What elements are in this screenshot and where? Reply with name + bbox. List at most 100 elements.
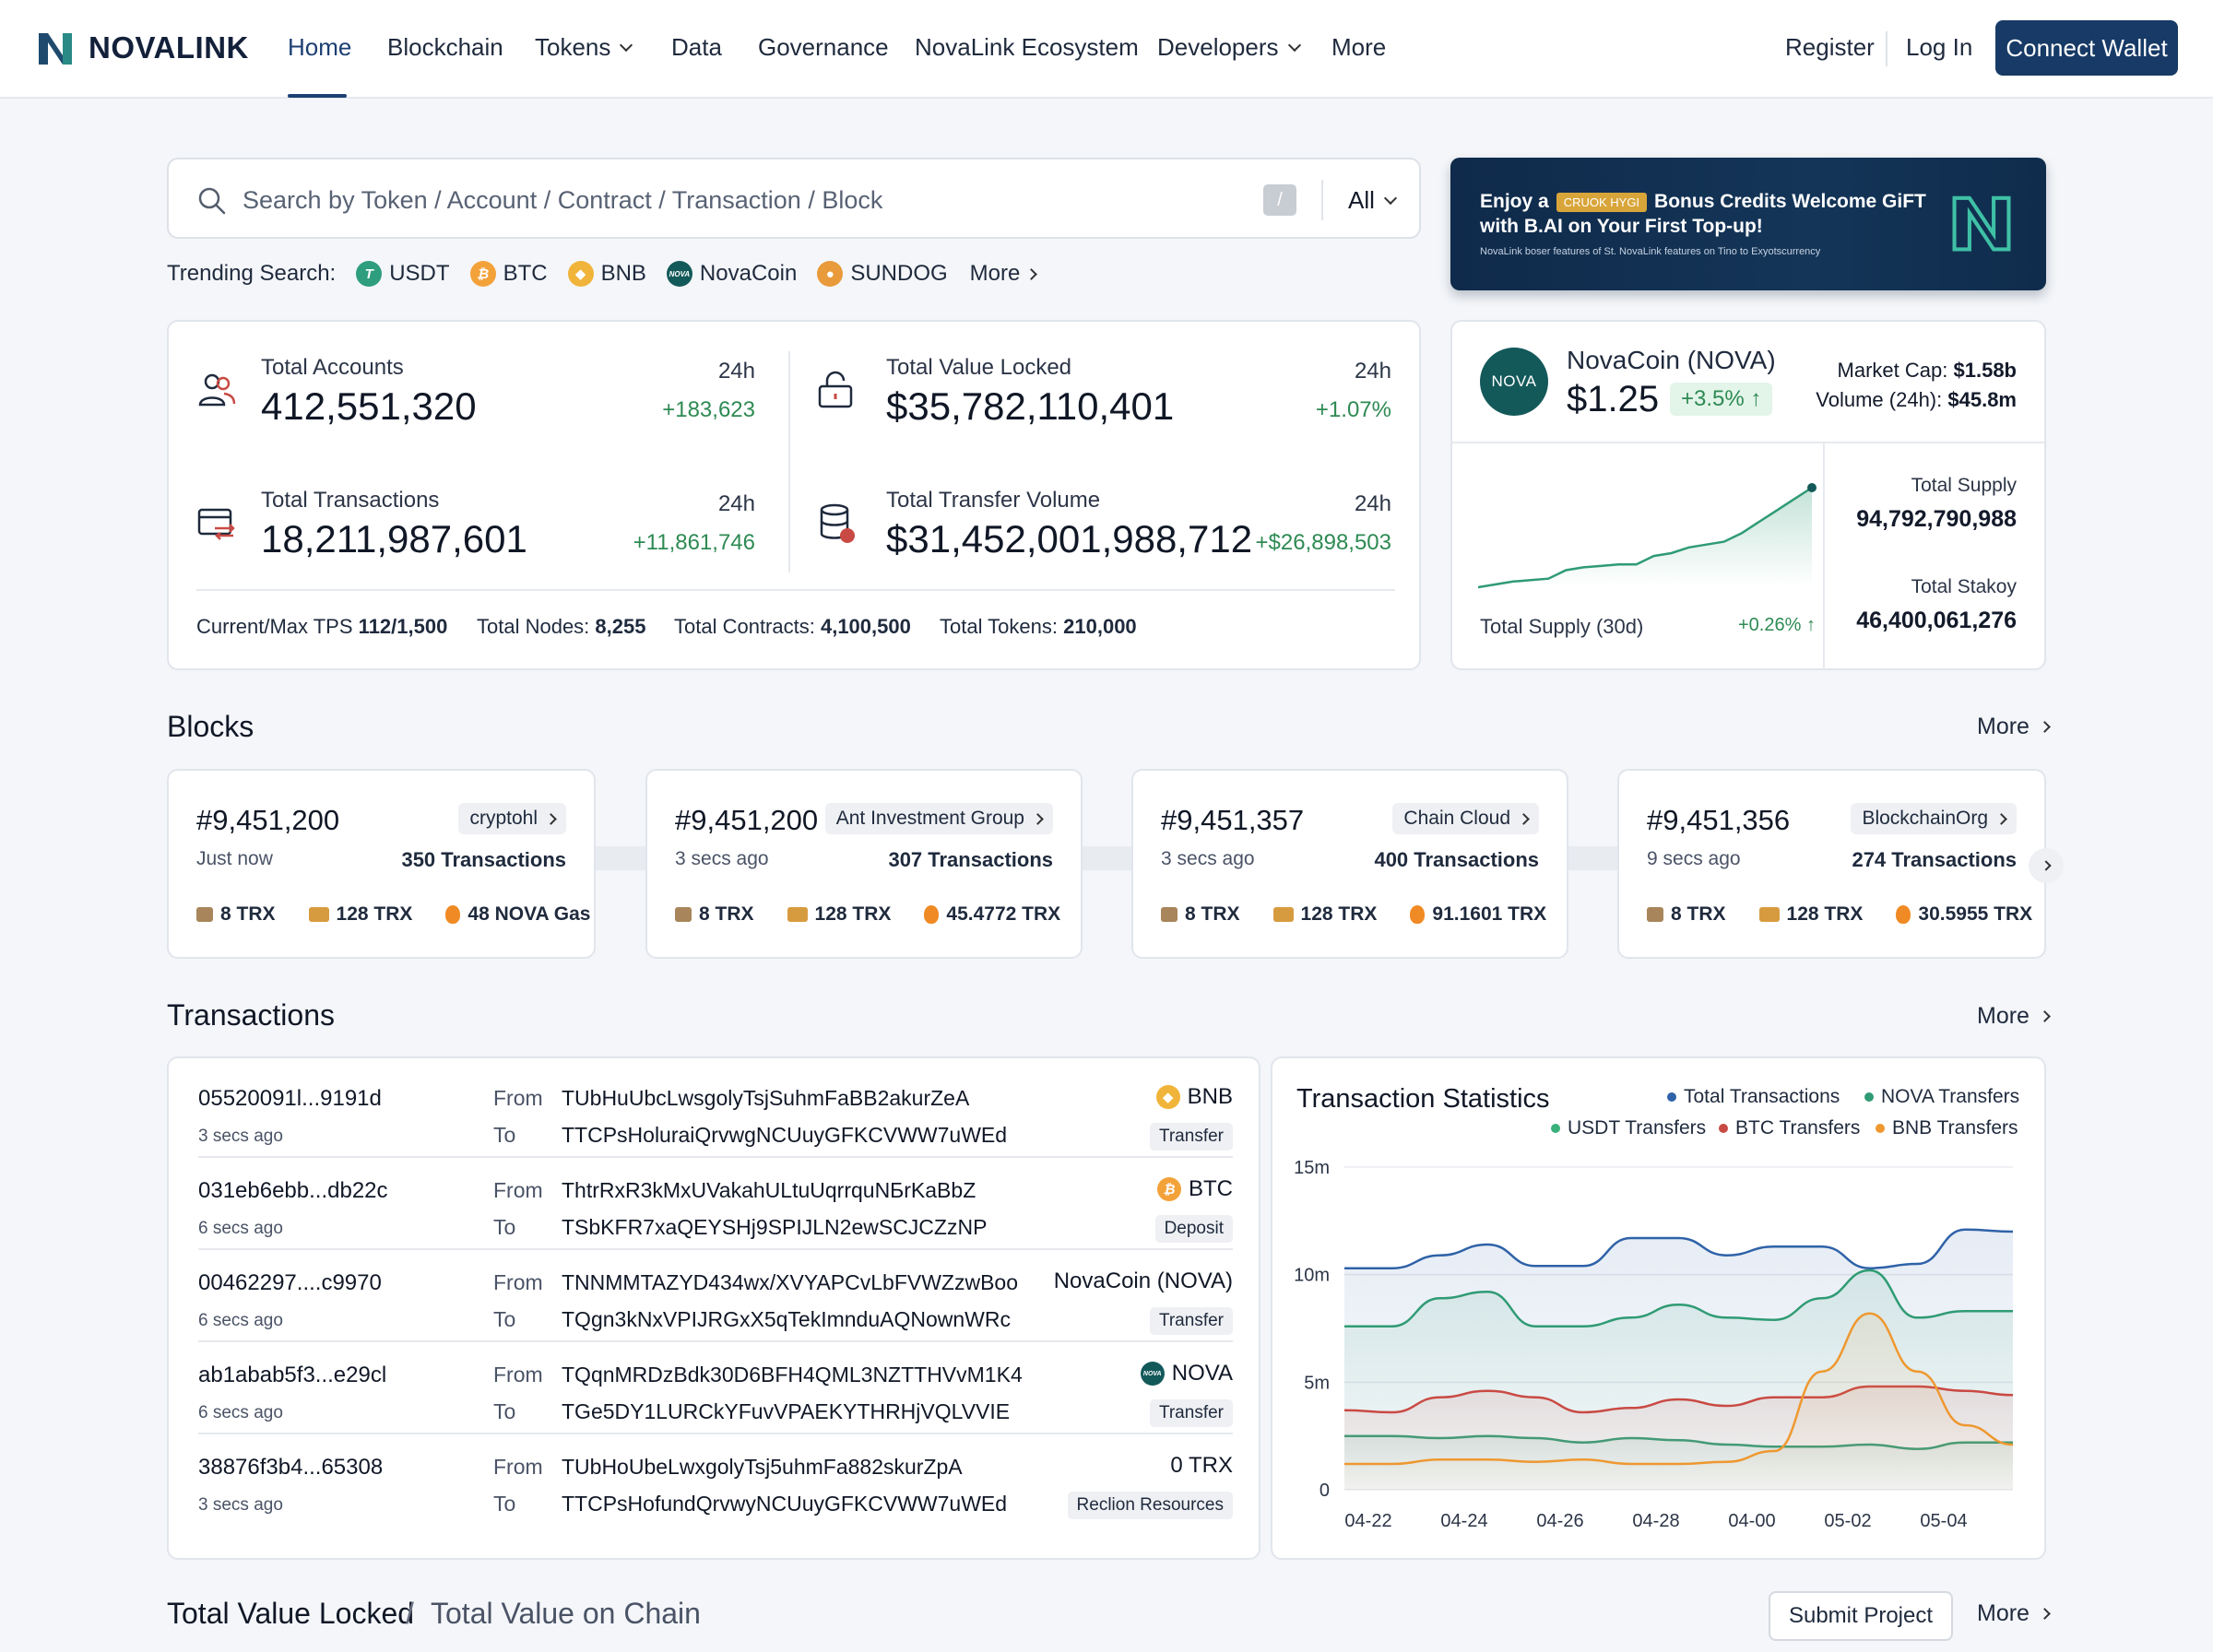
submit-project-button[interactable]: Submit Project	[1769, 1591, 1953, 1641]
transactions-more-link[interactable]: More	[1977, 1003, 2051, 1030]
total-supply-value: 94,792,790,988	[1856, 506, 2017, 532]
market-cap-label: Market Cap:	[1837, 359, 1948, 382]
trending-more[interactable]: More	[970, 261, 1038, 287]
trending-sundog[interactable]: ● SUNDOG	[817, 261, 948, 287]
nav-ecosystem[interactable]: NovaLink Ecosystem	[915, 33, 1139, 62]
block-stat-2: 128 TRX	[787, 903, 891, 926]
table-row[interactable]: 05520091l...9191d 3 secs ago From To TUb…	[198, 1066, 1233, 1158]
block-number[interactable]: #9,451,200	[196, 804, 340, 836]
nav-tokens[interactable]: Tokens	[535, 33, 633, 62]
block-footer: 8 TRX 128 TRX 91.1601 TRX	[1161, 903, 1546, 926]
search-icon	[198, 187, 226, 215]
search-filter-label: All	[1348, 186, 1375, 214]
tx-from-address[interactable]: ThtrRxR3kMxUVakahULtuUqrrquNБrKaBbZ	[562, 1178, 976, 1202]
block-tx-count[interactable]: 350 Transactions	[401, 848, 566, 871]
blocks-next-button[interactable]	[2029, 848, 2064, 883]
novacoin-card[interactable]: NOVA NovaCoin (NOVA) $1.25 +3.5% ↑ Marke…	[1450, 320, 2046, 670]
block-card[interactable]: #9,451,200 Ant Investment Group 3 secs a…	[645, 769, 1083, 959]
block-card[interactable]: #9,451,357 Chain Cloud 3 secs ago 400 Tr…	[1131, 769, 1568, 959]
legend-usdt-transfers[interactable]: USDT Transfers	[1551, 1117, 1706, 1139]
block-tx-count[interactable]: 400 Transactions	[1374, 848, 1539, 871]
tx-to-address[interactable]: TGe5DY1LURCkYFuvVPAEKYTHRHjVQLVVIE	[562, 1399, 1011, 1423]
block-tx-count[interactable]: 274 Transactions	[1852, 848, 2017, 871]
trending-usdt[interactable]: T USDT	[356, 261, 450, 287]
tvl-more-link[interactable]: More	[1977, 1600, 2051, 1627]
tx-to-address[interactable]: TSbKFR7xaQEYSHj9SPIJLN2ewSCJCZzNP	[562, 1215, 988, 1239]
nav-home[interactable]: Home	[288, 33, 351, 62]
tx-from-address[interactable]: TNNMMTAZYD434wx/XVYAPCvLbFVWZzwBoo	[562, 1270, 1019, 1294]
tx-hash[interactable]: ab1abab5f3...e29cl	[198, 1363, 387, 1387]
login-link[interactable]: Log In	[1906, 33, 1972, 62]
connect-wallet-button[interactable]: Connect Wallet	[1995, 20, 2178, 76]
nova-divider	[1823, 443, 1825, 670]
series-area	[1344, 1313, 2013, 1490]
nav-data[interactable]: Data	[671, 33, 722, 62]
total-accounts-delta: +183,623	[662, 397, 755, 422]
tx-to-address[interactable]: TTCPsHofundQrvwyNCUuyGFKCVWW7uWEd	[562, 1492, 1008, 1516]
more-label: More	[1977, 1003, 2030, 1029]
table-row[interactable]: 031eb6ebb...db22c 6 secs ago From To Tht…	[198, 1158, 1233, 1250]
tx-from-address[interactable]: TUbHuUbcLwsgolyTsjSuhmFaBB2akurZeA	[562, 1086, 970, 1110]
tvl-section-subtitle[interactable]: Total Value on Chain	[431, 1597, 701, 1630]
nav-developers[interactable]: Developers	[1157, 33, 1301, 62]
block-stat-2: 128 TRX	[1272, 903, 1377, 926]
block-producer[interactable]: Chain Cloud	[1392, 803, 1539, 834]
block-number[interactable]: #9,451,357	[1161, 804, 1305, 836]
trending-btc[interactable]: ₿ BTC	[469, 261, 548, 287]
legend-label: Total Transactions	[1684, 1086, 1840, 1107]
table-row[interactable]: 00462297....c9970 6 secs ago From To TNN…	[198, 1250, 1233, 1342]
table-row[interactable]: ab1abab5f3...e29cl 6 secs ago From To TQ…	[198, 1342, 1233, 1434]
nav-governance[interactable]: Governance	[758, 33, 889, 62]
tx-hash[interactable]: 38876f3b4...65308	[198, 1455, 384, 1480]
tx-from-address[interactable]: TUbHoUbeLwxgolyTsj5uhmFa882skurZpA	[562, 1455, 963, 1479]
usdt-icon: T	[356, 261, 383, 287]
period-label: 24h	[1354, 359, 1391, 384]
tx-from-address[interactable]: TQqnMRDzBdk30D6BFH4QML3NZTTHVvM1K4	[562, 1363, 1023, 1386]
tx-hash[interactable]: 05520091l...9191d	[198, 1086, 382, 1111]
nodes-stat: Total Nodes: 8,255	[477, 615, 645, 639]
search-input[interactable]	[243, 180, 1165, 220]
transactions-icon	[197, 508, 235, 540]
tx-time: 6 secs ago	[198, 1311, 283, 1330]
promo-banner[interactable]: Enjoy a CRUOK HYGI Bonus Credits Welcome…	[1450, 158, 2046, 290]
register-link[interactable]: Register	[1785, 33, 1875, 62]
block-producer[interactable]: cryptohl	[458, 803, 566, 834]
block-producer[interactable]: BlockchainOrg	[1851, 803, 2017, 834]
to-label: To	[493, 1399, 516, 1423]
tx-to-address[interactable]: TTCPsHoluraiQrvwgNCUuyGFKCVWW7uWEd	[562, 1123, 1008, 1147]
tx-hash[interactable]: 031eb6ebb...db22c	[198, 1178, 388, 1203]
trending-bnb[interactable]: ◆ BNB	[567, 261, 646, 287]
block-number[interactable]: #9,451,356	[1647, 804, 1791, 836]
block-number[interactable]: #9,451,200	[675, 804, 819, 836]
trending-item-label: NovaCoin	[699, 261, 798, 286]
transactions-list: 05520091l...9191d 3 secs ago From To TUb…	[167, 1056, 1260, 1560]
block-time: 9 secs ago	[1647, 848, 1741, 869]
block-card[interactable]: #9,451,200 cryptohl Just now 350 Transac…	[167, 769, 596, 959]
nav-developers-label: Developers	[1157, 33, 1279, 61]
lock-icon	[818, 371, 853, 408]
legend-nova-transfers[interactable]: NOVA Transfers	[1864, 1086, 2019, 1108]
block-producer[interactable]: Ant Investment Group	[824, 803, 1053, 834]
block-card[interactable]: #9,451,356 BlockchainOrg 9 secs ago 274 …	[1617, 769, 2046, 959]
tx-type-badge: Deposit	[1154, 1215, 1233, 1243]
nav-blockchain[interactable]: Blockchain	[387, 33, 503, 62]
trending-label: Trending Search:	[167, 261, 337, 286]
table-row[interactable]: 38876f3b4...65308 3 secs ago From To TUb…	[198, 1434, 1233, 1527]
block-tx-count[interactable]: 307 Transactions	[888, 848, 1053, 871]
legend-btc-transfers[interactable]: BTC Transfers	[1719, 1117, 1860, 1139]
novalink-logo[interactable]: NOVALINK	[35, 28, 249, 68]
block-stat-3: 45.4772 TRX	[924, 903, 1060, 926]
legend-swatch	[1876, 1124, 1885, 1133]
search-filter-dropdown[interactable]: All	[1348, 186, 1397, 215]
nav-more[interactable]: More	[1331, 33, 1386, 62]
block-stat-3: 48 NOVA Gas	[445, 903, 590, 926]
network-stats-card: Total Accounts 412,551,320 24h +183,623 …	[167, 320, 1421, 670]
tx-hash[interactable]: 00462297....c9970	[198, 1270, 382, 1295]
chevron-down-icon	[620, 38, 633, 52]
y-tick-label: 10m	[1294, 1266, 1330, 1286]
tx-to-address[interactable]: TQgn3kNxVPIJRGxX5qTekImnduAQNownWRc	[562, 1307, 1011, 1331]
legend-total-transactions[interactable]: Total Transactions	[1667, 1086, 1840, 1108]
legend-bnb-transfers[interactable]: BNB Transfers	[1876, 1117, 2018, 1139]
trending-novacoin[interactable]: NOVA NovaCoin	[666, 261, 798, 287]
blocks-more-link[interactable]: More	[1977, 714, 2051, 740]
